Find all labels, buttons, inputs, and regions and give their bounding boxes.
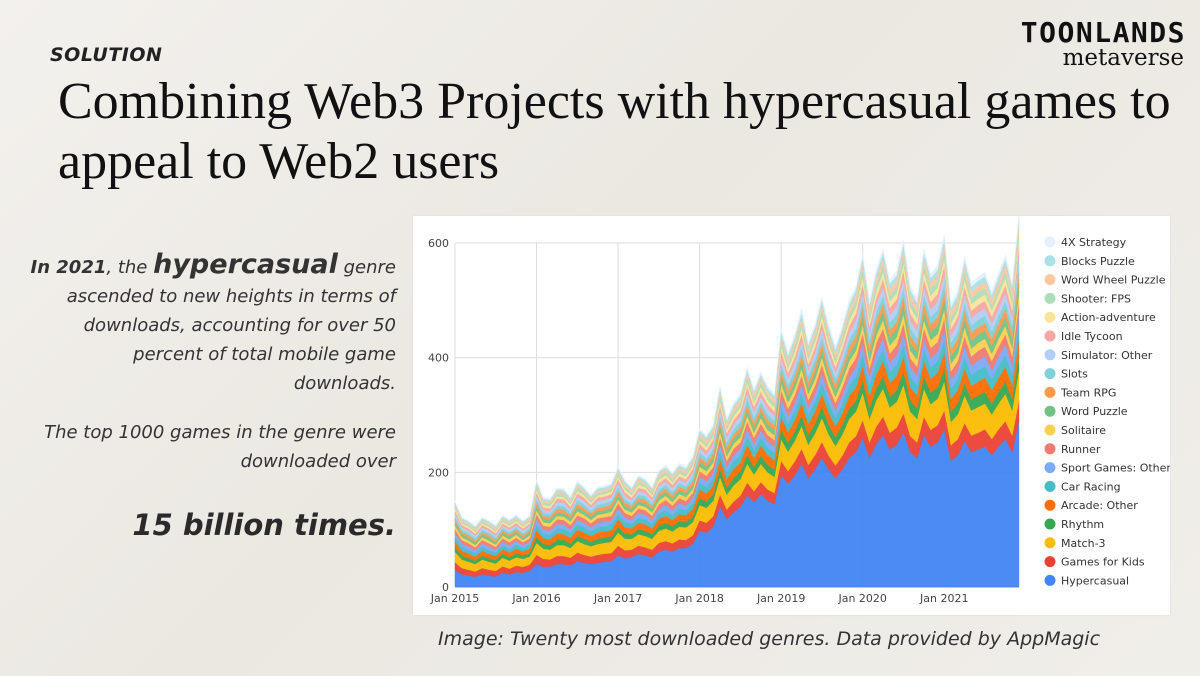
legend-swatch bbox=[1044, 311, 1056, 323]
x-tick-label: Jan 2015 bbox=[430, 592, 479, 605]
slide-title: Combining Web3 Projects with hypercasual… bbox=[58, 73, 1171, 190]
area-4x-strategy bbox=[454, 216, 1020, 528]
legend-label: Slots bbox=[1061, 368, 1088, 381]
y-tick-label: 200 bbox=[428, 466, 449, 479]
legend-label: Runner bbox=[1061, 443, 1101, 456]
side-copy: In 2021, the hypercasual genre ascended … bbox=[30, 249, 397, 542]
x-tick-label: Jan 2019 bbox=[756, 592, 805, 605]
lead-year: In 2021 bbox=[30, 257, 107, 278]
legend-label: Action-adventure bbox=[1061, 311, 1156, 324]
y-tick-label: 400 bbox=[428, 352, 449, 365]
lead-paragraph: In 2021, the hypercasual genre ascended … bbox=[30, 249, 397, 398]
lead-genre: hypercasual bbox=[153, 249, 338, 280]
legend-swatch bbox=[1044, 368, 1056, 380]
legend-label: Shooter: FPS bbox=[1061, 292, 1131, 305]
legend-swatch bbox=[1044, 537, 1056, 549]
legend-label: Team RPG bbox=[1060, 386, 1116, 399]
legend-swatch bbox=[1044, 274, 1056, 286]
legend-label: Word Wheel Puzzle bbox=[1061, 274, 1166, 287]
legend-swatch bbox=[1044, 574, 1056, 586]
legend-label: Solitaire bbox=[1061, 424, 1106, 437]
legend-label: Word Puzzle bbox=[1061, 405, 1128, 418]
x-tick-label: Jan 2018 bbox=[674, 592, 723, 605]
legend-swatch bbox=[1044, 480, 1056, 492]
legend-label: Blocks Puzzle bbox=[1061, 255, 1135, 268]
legend-label: Arcade: Other bbox=[1061, 499, 1138, 512]
second-paragraph: The top 1000 games in the genre were dow… bbox=[44, 422, 396, 472]
image-caption: Image: Twenty most downloaded genres. Da… bbox=[438, 628, 1101, 650]
legend-swatch bbox=[1044, 236, 1056, 248]
legend-swatch bbox=[1044, 443, 1056, 455]
x-tick-label: Jan 2020 bbox=[837, 592, 886, 605]
legend-label: Hypercasual bbox=[1061, 574, 1129, 587]
legend-swatch bbox=[1044, 330, 1056, 342]
legend-swatch bbox=[1044, 499, 1056, 511]
section-eyebrow: SOLUTION bbox=[50, 44, 163, 66]
legend-swatch bbox=[1044, 556, 1056, 568]
legend-label: Rhythm bbox=[1061, 518, 1104, 531]
legend-swatch bbox=[1044, 292, 1056, 304]
legend-label: Simulator: Other bbox=[1061, 349, 1153, 362]
legend-swatch bbox=[1044, 349, 1056, 361]
lead-rest: genre ascended to new heights in terms o… bbox=[66, 257, 396, 394]
legend-label: Sport Games: Other bbox=[1061, 462, 1170, 475]
logo-subtitle: metaverse bbox=[1062, 45, 1184, 71]
logo-wordmark: TOONLANDS bbox=[1020, 16, 1186, 49]
legend-label: Games for Kids bbox=[1061, 556, 1145, 569]
x-tick-label: Jan 2021 bbox=[919, 592, 968, 605]
legend-swatch bbox=[1044, 255, 1056, 267]
legend-swatch bbox=[1044, 518, 1056, 530]
legend-label: Car Racing bbox=[1061, 480, 1121, 493]
stacked-area-chart: 0 200 400 600 Jan 2015 Jan 2016 Jan 2017 Jan 20… bbox=[428, 216, 1170, 605]
chart-card: 0 200 400 600 Jan 2015 Jan 2016 Jan 2017 Jan 20… bbox=[413, 216, 1170, 615]
legend-swatch bbox=[1044, 386, 1056, 398]
legend-swatch bbox=[1044, 424, 1056, 436]
legend-label: Idle Tycoon bbox=[1061, 330, 1123, 343]
legend-swatch bbox=[1044, 405, 1056, 417]
y-tick-label: 0 bbox=[442, 581, 449, 594]
x-tick-label: Jan 2016 bbox=[511, 592, 560, 605]
y-tick-label: 600 bbox=[428, 237, 449, 250]
legend-label: 4X Strategy bbox=[1061, 236, 1127, 249]
legend-label: Match-3 bbox=[1061, 537, 1106, 550]
highlight-stat: 15 billion times. bbox=[132, 508, 396, 542]
legend-swatch bbox=[1044, 462, 1056, 474]
x-tick-label: Jan 2017 bbox=[593, 592, 642, 605]
brand-logo: TOONLANDS metaverse bbox=[1020, 16, 1186, 71]
lead-mid: , the bbox=[106, 257, 154, 278]
